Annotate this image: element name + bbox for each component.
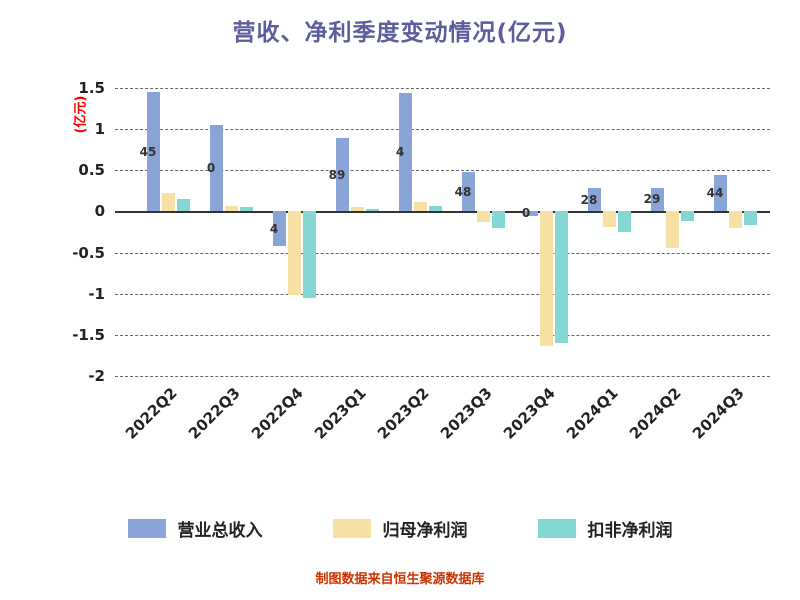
bar-营业总收入-2024Q2 [650,187,664,212]
gridline [115,293,770,295]
x-tick-label-2022Q3: 2022Q3 [185,384,244,443]
bar-归母净利润-2024Q2 [665,211,679,249]
bar-营业总收入-2023Q3 [461,171,475,212]
y-tick-label: 1 [94,120,105,139]
x-tick-label-2022Q4: 2022Q4 [248,384,307,443]
gridline [115,252,770,254]
footer-note: 制图数据来自恒生聚源数据库 [315,572,485,587]
bar-归母净利润-2022Q2 [161,193,175,212]
legend-item-deducted-net-profit: 扣非净利润 [537,516,673,541]
bar-扣非净利润-2023Q4 [554,211,568,344]
bar-value-label: 28 [580,192,598,207]
bar-value-label: 29 [643,192,661,207]
bar-营业总收入-2022Q3 [209,125,223,212]
bar-value-label: 0 [206,161,216,176]
bar-扣非净利润-2022Q2 [176,199,190,212]
bar-营业总收入-2024Q3 [713,175,727,212]
y-tick-label: 1.5 [78,79,105,97]
bar-归母净利润-2023Q3 [476,211,490,223]
bar-扣非净利润-2024Q1 [617,211,631,232]
x-tick-label-2023Q4: 2023Q4 [500,384,559,443]
x-tick-label-2023Q3: 2023Q3 [437,384,496,443]
bar-value-label: 45 [139,144,157,159]
plot-area: 1.5 1 0.5 0 -0.5 -1 -1.5 -2 45 0 4 89 4 48 0 28 29 44 [72,79,770,385]
bar-扣非净利润-2024Q2 [680,211,694,222]
bar-归母净利润-2023Q4 [539,211,553,346]
bar-归母净利润-2023Q1 [350,207,364,212]
bar-营业总收入-2022Q4 [272,211,286,246]
gridline [115,376,770,377]
x-tick-label-2024Q2: 2024Q2 [626,384,685,443]
bar-营业总收入-2024Q1 [587,188,601,212]
bar-value-label: 48 [454,184,472,199]
bar-营业总收入-2022Q2 [146,92,160,212]
bar-value-label: 0 [521,206,531,221]
legend: 营业总收入 归母净利润 扣非净利润 [0,516,800,541]
bar-扣非净利润-2023Q1 [365,208,379,212]
y-tick-label: -2 [88,367,105,385]
bar-扣非净利润-2023Q2 [428,205,442,212]
gridline [115,334,770,336]
y-tick-label: 0 [94,202,105,221]
bar-归母净利润-2022Q3 [224,205,238,212]
bar-value-label: 89 [328,167,346,182]
bar-扣非净利润-2023Q3 [491,211,505,228]
bar-归母净利润-2024Q3 [728,211,742,228]
gridline [115,129,770,131]
y-tick-label: 0.5 [78,161,105,180]
legend-swatch-net-profit [332,519,371,538]
gridline [115,170,770,172]
x-tick-label-2024Q1: 2024Q1 [563,384,622,443]
bar-营业总收入-2023Q4 [524,211,538,216]
y-tick-label: -1 [88,284,105,303]
legend-item-total-revenue: 营业总收入 [127,516,263,541]
bar-扣非净利润-2022Q3 [239,207,253,212]
bar-营业总收入-2023Q2 [398,92,412,212]
x-tick-label-2022Q2: 2022Q2 [122,384,181,443]
zero-axis-line [115,211,770,214]
bar-归母净利润-2022Q4 [287,211,301,295]
bar-value-label: 4 [269,221,279,236]
bar-value-label: 4 [395,145,405,160]
legend-item-net-profit: 归母净利润 [332,516,468,541]
x-tick-label-2023Q1: 2023Q1 [311,384,370,443]
bar-营业总收入-2023Q1 [335,138,349,212]
bar-归母净利润-2023Q2 [413,201,427,212]
legend-swatch-deducted-net-profit [537,519,576,538]
bar-value-label: 44 [706,186,724,201]
x-tick-label-2023Q2: 2023Q2 [374,384,433,443]
y-tick-label: -1.5 [72,325,105,344]
legend-label-net-profit: 归母净利润 [382,521,468,541]
chart-title: 营收、净利季度变动情况(亿元) [232,20,568,46]
bar-扣非净利润-2022Q4 [302,211,316,298]
legend-swatch-total-revenue [127,519,166,538]
legend-label-deducted-net-profit: 扣非净利润 [587,521,673,541]
bar-归母净利润-2024Q1 [602,211,616,228]
bar-扣非净利润-2024Q3 [743,211,757,226]
x-tick-label-2024Q3: 2024Q3 [689,384,748,443]
legend-label-total-revenue: 营业总收入 [177,521,263,541]
y-tick-label: -0.5 [72,243,105,262]
gridline [115,88,770,89]
